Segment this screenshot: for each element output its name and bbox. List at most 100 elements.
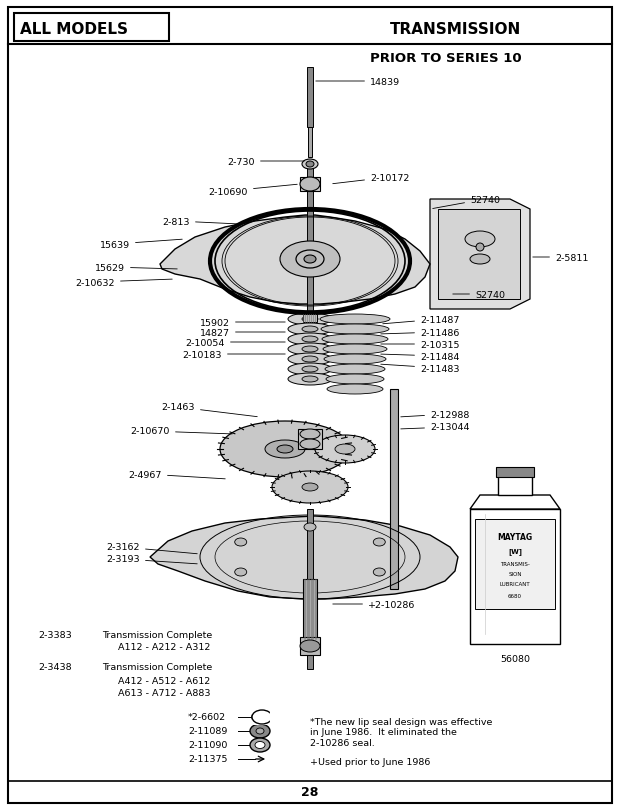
Text: *The new lip seal design was effective
in June 1986.  It eliminated the
2-10286 : *The new lip seal design was effective i… — [310, 717, 492, 747]
Polygon shape — [160, 216, 430, 305]
Ellipse shape — [235, 569, 247, 577]
Text: A412 - A512 - A612: A412 - A512 - A612 — [118, 676, 210, 684]
Ellipse shape — [326, 375, 384, 384]
Text: 2-10670: 2-10670 — [131, 427, 232, 436]
Text: 2-13044: 2-13044 — [401, 423, 469, 432]
Ellipse shape — [327, 384, 383, 394]
Ellipse shape — [296, 251, 324, 268]
Ellipse shape — [288, 333, 332, 345]
Ellipse shape — [288, 314, 332, 325]
Bar — [307, 509, 313, 669]
Ellipse shape — [300, 253, 320, 267]
Ellipse shape — [280, 242, 340, 277]
Bar — [498, 475, 532, 496]
Text: 2-10172: 2-10172 — [333, 174, 409, 184]
Ellipse shape — [373, 569, 385, 577]
Ellipse shape — [300, 640, 320, 652]
Polygon shape — [470, 509, 560, 644]
Ellipse shape — [304, 523, 316, 531]
Text: +2-10286: +2-10286 — [333, 600, 415, 609]
Ellipse shape — [470, 255, 490, 264]
Ellipse shape — [255, 741, 265, 749]
Ellipse shape — [302, 367, 318, 372]
Ellipse shape — [300, 178, 320, 191]
Text: 2-11375: 2-11375 — [188, 754, 228, 764]
Text: 2-12988: 2-12988 — [401, 410, 469, 419]
Ellipse shape — [304, 255, 316, 264]
Text: 2-10315: 2-10315 — [381, 340, 459, 349]
Text: 2-11487: 2-11487 — [383, 315, 459, 324]
Bar — [308, 128, 312, 158]
Ellipse shape — [373, 539, 385, 547]
Ellipse shape — [288, 354, 332, 366]
Ellipse shape — [323, 345, 387, 354]
Text: TRANSMISSION: TRANSMISSION — [390, 21, 521, 36]
Ellipse shape — [302, 357, 318, 363]
Bar — [303, 579, 317, 639]
Text: 2-11486: 2-11486 — [381, 328, 459, 337]
Ellipse shape — [256, 728, 264, 734]
Ellipse shape — [288, 374, 332, 385]
Text: 15629: 15629 — [95, 264, 177, 272]
Ellipse shape — [288, 344, 332, 355]
Text: Transmission Complete: Transmission Complete — [102, 629, 212, 639]
Ellipse shape — [465, 232, 495, 247]
Ellipse shape — [300, 430, 320, 440]
Text: 2-5811: 2-5811 — [533, 253, 588, 262]
Bar — [300, 637, 320, 655]
Bar — [438, 210, 520, 299]
Ellipse shape — [235, 539, 247, 547]
Text: 2-4967: 2-4967 — [128, 470, 225, 479]
Ellipse shape — [305, 255, 315, 264]
Ellipse shape — [302, 327, 318, 333]
Text: PRIOR TO SERIES 10: PRIOR TO SERIES 10 — [370, 51, 521, 64]
Text: MAYTAG: MAYTAG — [497, 533, 533, 542]
Ellipse shape — [250, 724, 270, 738]
Ellipse shape — [272, 471, 348, 504]
Ellipse shape — [325, 365, 385, 375]
Bar — [496, 467, 534, 478]
Ellipse shape — [277, 445, 293, 453]
Ellipse shape — [302, 337, 318, 342]
Text: S2740: S2740 — [453, 290, 505, 299]
Text: 2-10054: 2-10054 — [185, 338, 285, 347]
Text: 2-11089: 2-11089 — [188, 727, 228, 736]
Polygon shape — [150, 517, 458, 599]
Ellipse shape — [302, 160, 318, 169]
Ellipse shape — [315, 436, 375, 463]
Text: 2-11483: 2-11483 — [381, 364, 459, 373]
Polygon shape — [430, 200, 530, 310]
Text: LUBRICANT: LUBRICANT — [500, 581, 530, 587]
Text: 2-3193: 2-3193 — [107, 555, 197, 564]
Bar — [307, 68, 313, 128]
Text: 2-730: 2-730 — [228, 157, 304, 166]
Text: 14839: 14839 — [316, 77, 400, 87]
Text: *2-6602: *2-6602 — [188, 713, 226, 722]
Polygon shape — [470, 496, 560, 509]
Text: 2-11090: 2-11090 — [188, 740, 228, 749]
Ellipse shape — [250, 738, 270, 752]
Ellipse shape — [321, 324, 389, 335]
Ellipse shape — [252, 710, 272, 724]
Text: A613 - A712 - A883: A613 - A712 - A883 — [118, 689, 211, 697]
Text: ALL MODELS: ALL MODELS — [20, 21, 128, 36]
Text: 2-3438: 2-3438 — [38, 663, 72, 672]
Text: +Used prior to June 1986: +Used prior to June 1986 — [310, 757, 430, 766]
Ellipse shape — [288, 324, 332, 336]
Text: 28: 28 — [301, 786, 319, 799]
Text: 2-813: 2-813 — [162, 217, 237, 226]
Text: 2-11484: 2-11484 — [381, 352, 459, 361]
Bar — [252, 709, 274, 725]
Bar — [300, 178, 320, 191]
Text: 2-3162: 2-3162 — [107, 543, 197, 554]
Ellipse shape — [265, 440, 305, 458]
Ellipse shape — [220, 422, 350, 478]
Text: [W]: [W] — [508, 548, 522, 555]
Bar — [307, 160, 313, 380]
Ellipse shape — [306, 162, 314, 168]
Ellipse shape — [476, 243, 484, 251]
Text: 15902: 15902 — [200, 318, 285, 327]
Ellipse shape — [302, 316, 318, 323]
Ellipse shape — [304, 583, 316, 591]
Bar — [475, 519, 555, 609]
